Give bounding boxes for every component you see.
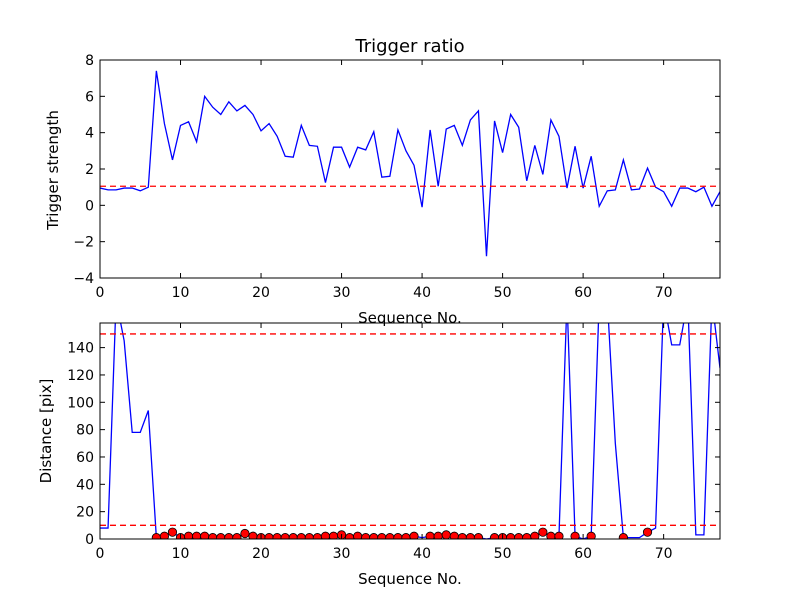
bottom-y-tick-label: 60 (76, 450, 94, 466)
bottom-x-tick-label: 30 (333, 546, 351, 562)
top-series-line (100, 70, 720, 257)
top-x-tick-label: 0 (96, 285, 105, 301)
bottom-x-tick-label: 10 (172, 546, 190, 562)
bottom-marker-point (530, 531, 540, 539)
bottom-marker-point (441, 530, 451, 539)
bottom-y-tick-label: 0 (85, 532, 94, 548)
bottom-marker-point (409, 531, 419, 539)
bottom-marker-point (538, 527, 548, 537)
top-x-tick-label: 60 (574, 285, 592, 301)
bottom-x-tick-label: 20 (252, 546, 270, 562)
top-chart-title: Trigger ratio (354, 36, 464, 57)
bottom-marker-point (159, 531, 170, 539)
bottom-marker-point (586, 531, 596, 539)
top-chart-x-axis-label: Sequence No. (358, 309, 462, 327)
top-y-tick-label: 8 (85, 53, 94, 69)
top-x-tick-label: 20 (252, 285, 270, 301)
top-chart-y-axis-label: Trigger strength (44, 110, 62, 231)
bottom-data-layer (100, 323, 720, 539)
top-y-tick-label: −4 (73, 271, 94, 287)
bottom-axes-frame (99, 322, 721, 540)
top-chart-plot-area: 0 10 20 30 40 50 60 70 −4 −2 0 2 4 6 8 (73, 53, 721, 301)
bottom-x-tick-label: 40 (413, 546, 431, 562)
bottom-y-tick-label: 80 (76, 423, 94, 439)
bottom-marker-point (473, 533, 484, 539)
top-x-tick-label: 70 (655, 285, 673, 301)
bottom-chart-y-axis-label: Distance [pix] (37, 379, 55, 484)
top-data-layer (100, 70, 720, 257)
bottom-y-tick-label: 140 (67, 341, 94, 357)
bottom-x-tick-label: 50 (494, 546, 512, 562)
top-y-tick-label: 2 (85, 162, 94, 178)
top-x-tick-label: 10 (172, 285, 190, 301)
top-y-tick-label: −2 (73, 235, 94, 251)
bottom-chart-x-axis-label: Sequence No. (358, 570, 462, 588)
bottom-marker-point (618, 533, 628, 539)
bottom-y-tick-label: 40 (76, 477, 94, 493)
bottom-x-tick-label: 0 (96, 546, 105, 562)
bottom-chart-plot-area: 0 10 20 30 40 50 60 70 0 20 40 60 80 100 120 140 (67, 322, 721, 562)
bottom-x-tick-label: 60 (574, 546, 592, 562)
bottom-x-tick-label: 70 (655, 546, 673, 562)
top-y-tick-label: 6 (85, 89, 94, 105)
bottom-y-tick-label: 20 (76, 505, 94, 521)
top-y-tick-label: 4 (85, 126, 94, 142)
bottom-y-tick-label: 120 (67, 368, 94, 384)
bottom-marker-point (167, 527, 178, 537)
bottom-marker-point (240, 528, 250, 539)
top-y-tick-label: 0 (85, 198, 94, 214)
bottom-y-tick-label: 100 (67, 395, 94, 411)
bottom-marker-point (232, 533, 242, 539)
bottom-marker-point (642, 527, 653, 537)
bottom-marker-point (554, 531, 564, 539)
bottom-marker-point (570, 531, 580, 539)
top-x-tick-label: 50 (494, 285, 512, 301)
top-x-tick-label: 40 (413, 285, 431, 301)
top-x-tick-label: 30 (333, 285, 351, 301)
